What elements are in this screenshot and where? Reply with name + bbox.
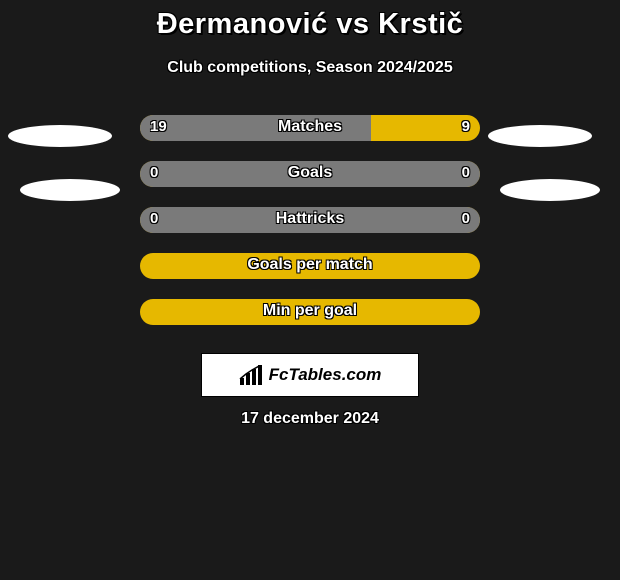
stat-value-right: 0 xyxy=(462,210,470,227)
stat-pill: Goals per match xyxy=(140,253,480,279)
date-label: 17 december 2024 xyxy=(0,410,620,428)
page-subtitle: Club competitions, Season 2024/2025 xyxy=(0,59,620,77)
stat-label: Matches xyxy=(140,118,480,136)
decorative-ellipse xyxy=(488,125,592,147)
footer-text: FcTables.com xyxy=(269,365,382,385)
stat-row: Goals per match xyxy=(0,243,620,289)
stat-label: Goals xyxy=(140,164,480,182)
footer-attribution: FcTables.com xyxy=(201,353,419,397)
bar-chart-icon xyxy=(239,365,265,385)
stat-pill: Matches19 9 xyxy=(140,115,480,141)
stat-label: Min per goal xyxy=(140,302,480,320)
decorative-ellipse xyxy=(8,125,112,147)
stat-row: Hattricks0 0 xyxy=(0,197,620,243)
stat-value-right: 0 xyxy=(462,164,470,181)
page-title: Đermanović vs Krstič xyxy=(0,0,620,41)
stat-value-left: 19 xyxy=(150,118,167,135)
stat-pill: Goals0 0 xyxy=(140,161,480,187)
stat-value-right: 9 xyxy=(462,118,470,135)
stat-row: Min per goal xyxy=(0,289,620,335)
stat-pill: Min per goal xyxy=(140,299,480,325)
stat-label: Goals per match xyxy=(140,256,480,274)
decorative-ellipse xyxy=(20,179,120,201)
decorative-ellipse xyxy=(500,179,600,201)
stat-value-left: 0 xyxy=(150,164,158,181)
stat-label: Hattricks xyxy=(140,210,480,228)
stat-value-left: 0 xyxy=(150,210,158,227)
stat-pill: Hattricks0 0 xyxy=(140,207,480,233)
